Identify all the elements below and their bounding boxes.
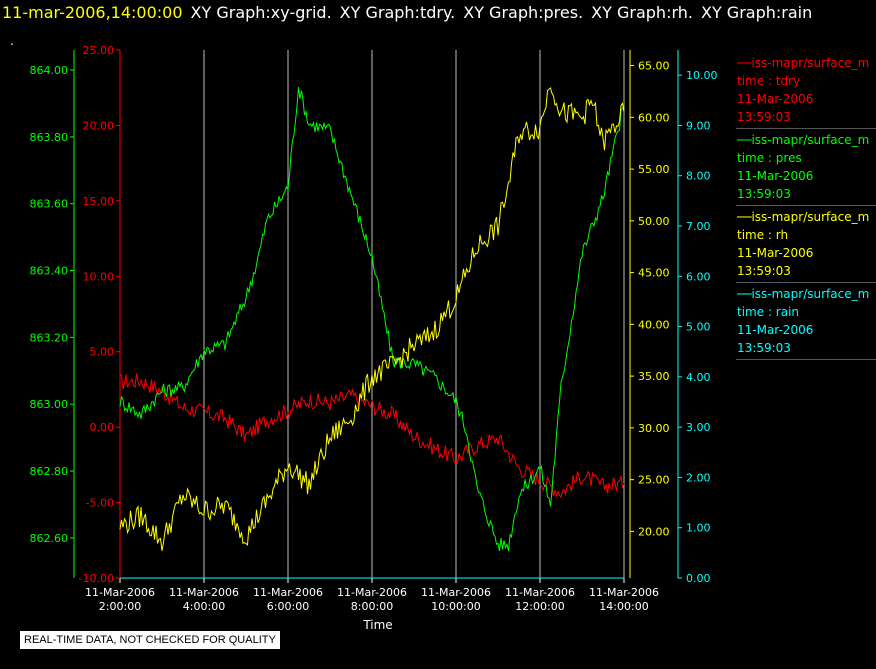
rh-tick-label: 55.00 xyxy=(638,163,670,176)
rain-tick-label: 2.00 xyxy=(686,471,711,484)
x-tick-label: 11-Mar-2006 6:00:00 xyxy=(253,586,323,613)
quality-disclaimer: REAL-TIME DATA, NOT CHECKED FOR QUALITY xyxy=(20,631,280,649)
tdry-tick-label: 15.00 xyxy=(83,195,115,208)
tdry-tick-label: 20.00 xyxy=(83,119,115,132)
rh-tick-label: 25.00 xyxy=(638,474,670,487)
x-tick-label: 11-Mar-2006 4:00:00 xyxy=(169,586,239,613)
legend-time: 13:59:03 xyxy=(737,110,791,124)
legend-variable: time : rh xyxy=(737,228,789,242)
legend-entry-tdry[interactable]: ──iss-mapr/surface_m time : tdry 11-Mar-… xyxy=(736,52,876,129)
legend-time: 13:59:03 xyxy=(737,264,791,278)
rh-tick-label: 65.00 xyxy=(638,60,670,73)
graph-title-xy-grid: XY Graph:xy-grid. xyxy=(190,3,332,22)
tdry-tick-label: 5.00 xyxy=(90,346,115,359)
rain-tick-label: 6.00 xyxy=(686,270,711,283)
legend-source: ──iss-mapr/surface_m xyxy=(737,56,870,70)
header-timestamp: 11-mar-2006,14:00:00 xyxy=(2,3,183,22)
legend-swatch: ── xyxy=(737,287,752,301)
graph-title-rh: XY Graph:rh. xyxy=(591,3,693,22)
series-tdry xyxy=(119,373,625,499)
legend-date: 11-Mar-2006 xyxy=(737,323,814,337)
legend-swatch: ── xyxy=(737,210,752,224)
legend-time: 13:59:03 xyxy=(737,341,791,355)
tdry-tick-label: 0.00 xyxy=(90,421,115,434)
pres-tick-label: 863.20 xyxy=(30,331,69,344)
rain-tick-label: 5.00 xyxy=(686,321,711,334)
rain-tick-label: 7.00 xyxy=(686,220,711,233)
rh-tick-label: 50.00 xyxy=(638,215,670,228)
x-tick-label: 11-Mar-2006 12:00:00 xyxy=(505,586,575,613)
rain-tick-label: 4.00 xyxy=(686,371,711,384)
rh-tick-label: 60.00 xyxy=(638,111,670,124)
rain-tick-label: 0.00 xyxy=(686,572,711,585)
pres-tick-label: 864.00 xyxy=(30,64,69,77)
x-tick-label: 11-Mar-2006 8:00:00 xyxy=(337,586,407,613)
tdry-tick-label: -10.00 xyxy=(79,572,114,585)
legend-variable: time : rain xyxy=(737,305,800,319)
legend-date: 11-Mar-2006 xyxy=(737,92,814,106)
pres-tick-label: 863.80 xyxy=(30,131,69,144)
legend-swatch: ── xyxy=(737,133,752,147)
graph-title-rain: XY Graph:rain xyxy=(700,3,813,22)
legend: ──iss-mapr/surface_m time : tdry 11-Mar-… xyxy=(736,52,876,360)
rh-tick-label: 45.00 xyxy=(638,267,670,280)
pres-tick-label: 862.80 xyxy=(30,465,69,478)
legend-source: ──iss-mapr/surface_m xyxy=(737,210,870,224)
rain-tick-label: 3.00 xyxy=(686,421,711,434)
tdry-tick-label: -5.00 xyxy=(86,497,114,510)
graph-title-tdry: XY Graph:tdry. xyxy=(339,3,456,22)
rh-tick-label: 30.00 xyxy=(638,422,670,435)
rain-tick-label: 9.00 xyxy=(686,119,711,132)
rh-tick-label: 40.00 xyxy=(638,318,670,331)
legend-source: ──iss-mapr/surface_m xyxy=(737,287,870,301)
legend-date: 11-Mar-2006 xyxy=(737,246,814,260)
legend-variable: time : tdry xyxy=(737,74,801,88)
legend-entry-rain[interactable]: ──iss-mapr/surface_m time : rain 11-Mar-… xyxy=(736,283,876,360)
dot-mark: . xyxy=(10,34,14,48)
pres-tick-label: 863.00 xyxy=(30,398,69,411)
legend-entry-rh[interactable]: ──iss-mapr/surface_m time : rh 11-Mar-20… xyxy=(736,206,876,283)
pres-tick-label: 863.40 xyxy=(30,265,69,278)
pres-tick-label: 863.60 xyxy=(30,198,69,211)
x-tick-label: 11-Mar-2006 14:00:00 xyxy=(589,586,659,613)
legend-source: ──iss-mapr/surface_m xyxy=(737,133,870,147)
rh-tick-label: 35.00 xyxy=(638,370,670,383)
rain-tick-label: 1.00 xyxy=(686,522,711,535)
tdry-tick-label: 10.00 xyxy=(83,270,115,283)
rain-tick-label: 10.00 xyxy=(686,69,718,82)
graph-title-pres: XY Graph:pres. xyxy=(463,3,584,22)
pres-tick-label: 862.60 xyxy=(30,532,69,545)
legend-entry-pres[interactable]: ──iss-mapr/surface_m time : pres 11-Mar-… xyxy=(736,129,876,206)
legend-date: 11-Mar-2006 xyxy=(737,169,814,183)
legend-time: 13:59:03 xyxy=(737,187,791,201)
x-tick-label: 11-Mar-2006 10:00:00 xyxy=(421,586,491,613)
graph-header: 11-mar-2006,14:00:00 XY Graph:xy-grid. XY … xyxy=(0,0,876,26)
tdry-tick-label: 25.00 xyxy=(83,44,115,57)
legend-swatch: ── xyxy=(737,56,752,70)
legend-variable: time : pres xyxy=(737,151,802,165)
series-rh xyxy=(119,87,625,551)
series-pres xyxy=(119,87,625,552)
rain-tick-label: 8.00 xyxy=(686,170,711,183)
rh-tick-label: 20.00 xyxy=(638,525,670,538)
x-tick-label: 11-Mar-2006 2:00:00 xyxy=(85,586,155,613)
x-axis-title: Time xyxy=(362,618,392,632)
